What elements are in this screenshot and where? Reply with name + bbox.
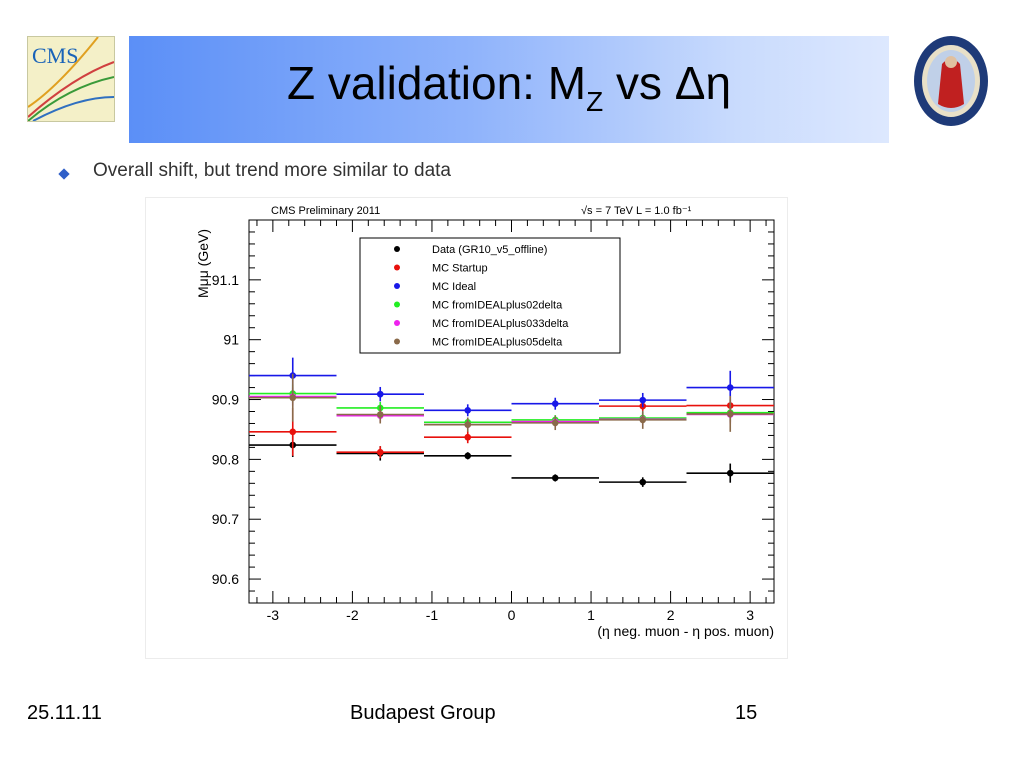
data-point	[464, 452, 472, 460]
data-point	[639, 416, 647, 424]
title-subscript: Z	[586, 86, 604, 117]
cms-logo-text: CMS	[32, 43, 79, 68]
data-point	[289, 394, 297, 402]
legend-label: MC fromIDEALplus02delta	[432, 300, 563, 312]
series-5	[249, 373, 774, 432]
chart-frame: 90.6 90.7 90.8 90.9 91 91.1 -3 -2 -1 0 1 2 3 CMS Prel…	[145, 197, 788, 659]
legend-label: MC Startup	[432, 263, 488, 275]
footer-page-number: 15	[735, 702, 758, 724]
legend-box	[359, 237, 621, 354]
x-tick-label: 2	[667, 607, 675, 623]
y-tick-label: 90.7	[212, 511, 239, 527]
data-point	[726, 384, 734, 391]
legend-marker	[394, 301, 400, 308]
data-point	[376, 390, 384, 398]
legend-marker	[394, 338, 400, 345]
x-tick-label: 0	[508, 607, 516, 623]
legend-marker	[394, 246, 400, 252]
y-tick-label: 90.8	[212, 451, 239, 467]
x-tick-label: -2	[346, 607, 359, 623]
series-2	[249, 357, 774, 417]
academy-seal-logo	[912, 34, 990, 128]
data-point	[639, 396, 647, 404]
y-tick-label: 90.9	[212, 392, 239, 408]
data-point	[639, 478, 647, 486]
y-tick-label: 90.6	[212, 571, 239, 587]
title-main: Z validation: M	[286, 57, 587, 109]
data-point	[464, 433, 472, 441]
y-tick-label: 91	[223, 332, 239, 348]
mass-vs-deta-chart: 90.6 90.7 90.8 90.9 91 91.1 -3 -2 -1 0 1 2 3 CMS Prel…	[195, 205, 775, 639]
x-tick-label: -1	[426, 607, 439, 623]
y-tick-label: 91.1	[212, 272, 239, 288]
x-tick-label: 1	[587, 607, 595, 623]
legend-label: MC Ideal	[432, 281, 476, 293]
legend-marker	[394, 320, 400, 326]
data-point	[289, 428, 297, 436]
bullet-text: Overall shift, but trend more similar to…	[93, 160, 451, 181]
data-point	[551, 419, 559, 427]
title-end: vs Δη	[603, 57, 732, 109]
cms-logo-graphic	[28, 37, 114, 121]
seal-graphic	[914, 36, 988, 126]
footer-group: Budapest Group	[350, 702, 496, 724]
legend-label: Data (GR10_v5_offline)	[432, 244, 547, 256]
legend-label: MC fromIDEALplus05delta	[432, 337, 563, 349]
data-point	[551, 474, 559, 482]
legend-marker	[394, 264, 400, 271]
data-point	[551, 400, 559, 408]
x-axis-label: (η neg. muon - η pos. muon)	[597, 623, 774, 639]
series-0	[249, 433, 774, 487]
data-point	[464, 421, 472, 428]
legend-label: MC fromIDEALplus033delta	[432, 318, 569, 330]
x-tick-label: 3	[746, 607, 754, 623]
footer-date: 25.11.11	[27, 702, 102, 724]
data-point	[726, 469, 734, 477]
data-point	[376, 411, 384, 418]
data-point	[464, 407, 472, 414]
diamond-bullet-icon	[58, 168, 70, 180]
data-point	[726, 410, 734, 418]
y-axis-label: Mμμ (GeV)	[195, 229, 211, 298]
cms-logo: CMS	[27, 36, 115, 122]
chart-header-right: √s = 7 TeV L = 1.0 fb⁻¹	[581, 205, 692, 217]
x-tick-label: -3	[267, 607, 280, 623]
legend-marker	[394, 283, 400, 289]
data-point	[376, 448, 384, 456]
chart-header-left: CMS Preliminary 2011	[271, 205, 380, 217]
series-1	[249, 399, 774, 459]
slide-title: Z validation: MZ vs Δη	[129, 56, 889, 118]
title-bar: Z validation: MZ vs Δη	[129, 36, 889, 143]
